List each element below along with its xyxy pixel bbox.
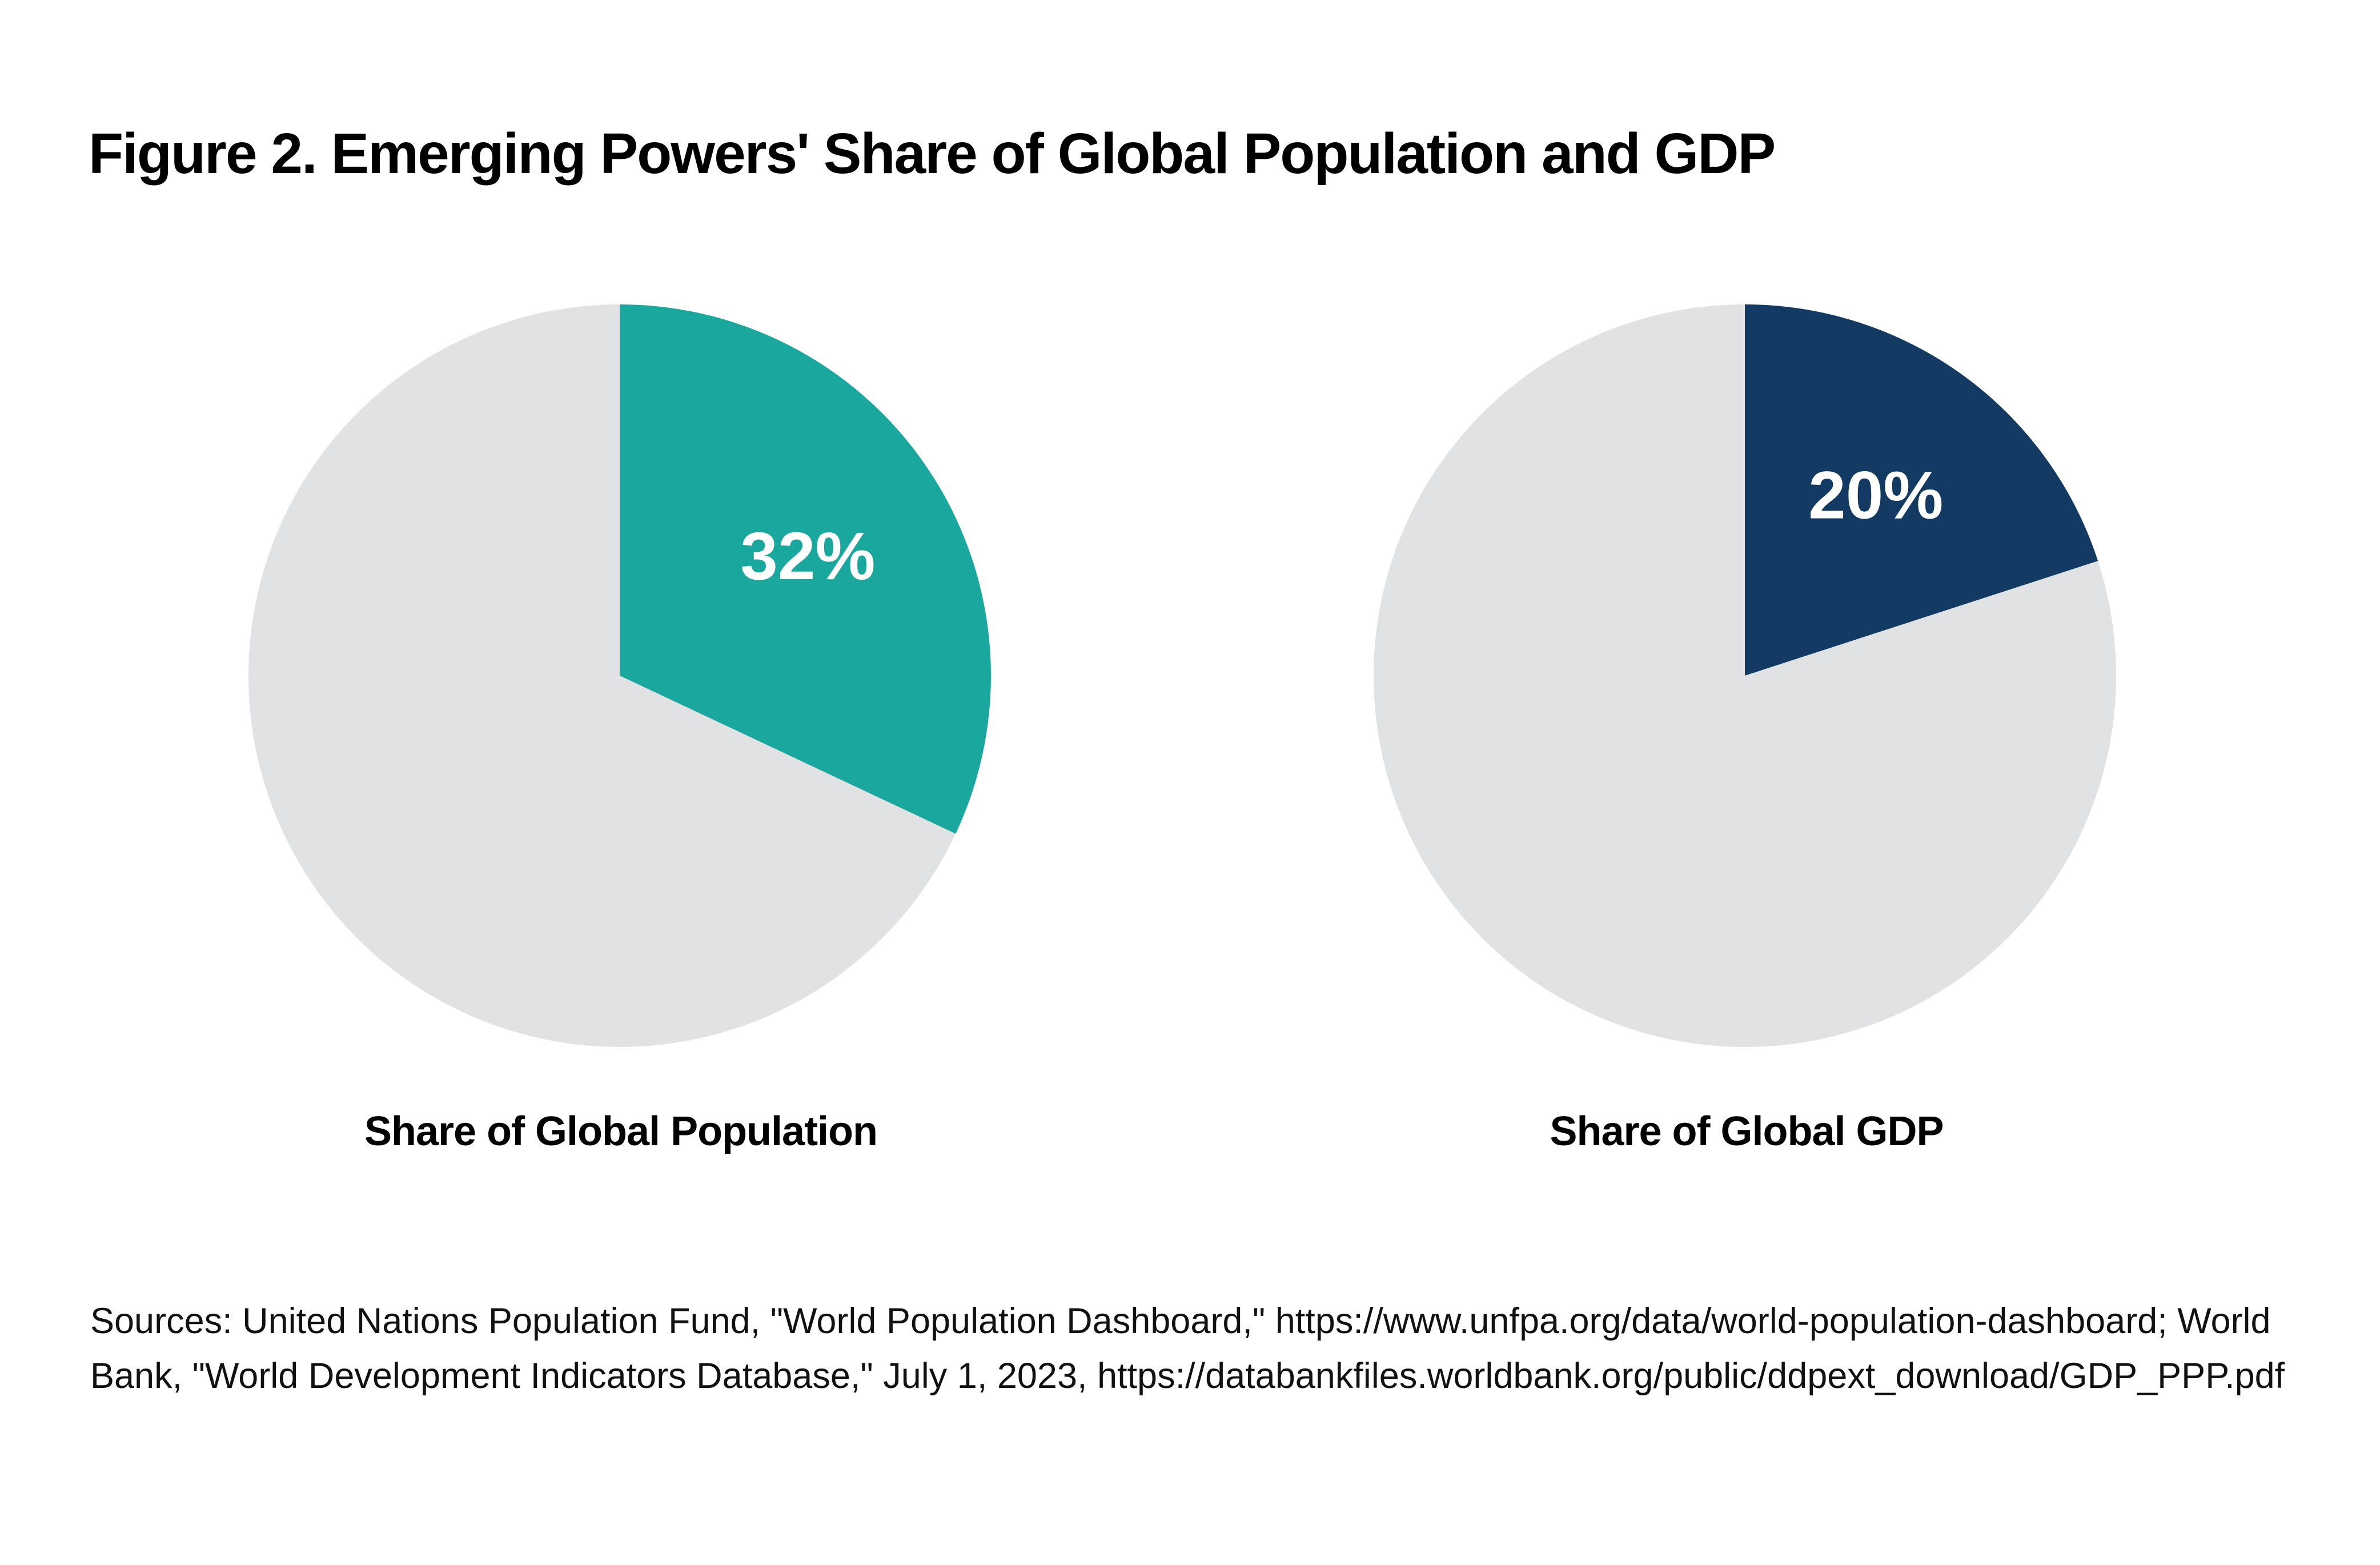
pie-title-gdp: Share of Global GDP (1550, 1109, 1944, 1154)
pie-1-slice-0 (1745, 304, 2098, 676)
pie-0-data-label: 32% (740, 519, 875, 594)
pie-title-population: Share of Global Population (364, 1109, 878, 1154)
sources-note: Sources: United Nations Population Fund,… (90, 1301, 2285, 1396)
figure-title: Figure 2. Emerging Powers' Share of Glob… (89, 122, 1776, 186)
pie-0-slice-1 (248, 304, 956, 1048)
pie-0-slice-0 (620, 304, 991, 834)
pie-1-data-label: 20% (1808, 458, 1943, 533)
pie-1-slice-1 (1374, 304, 2117, 1047)
